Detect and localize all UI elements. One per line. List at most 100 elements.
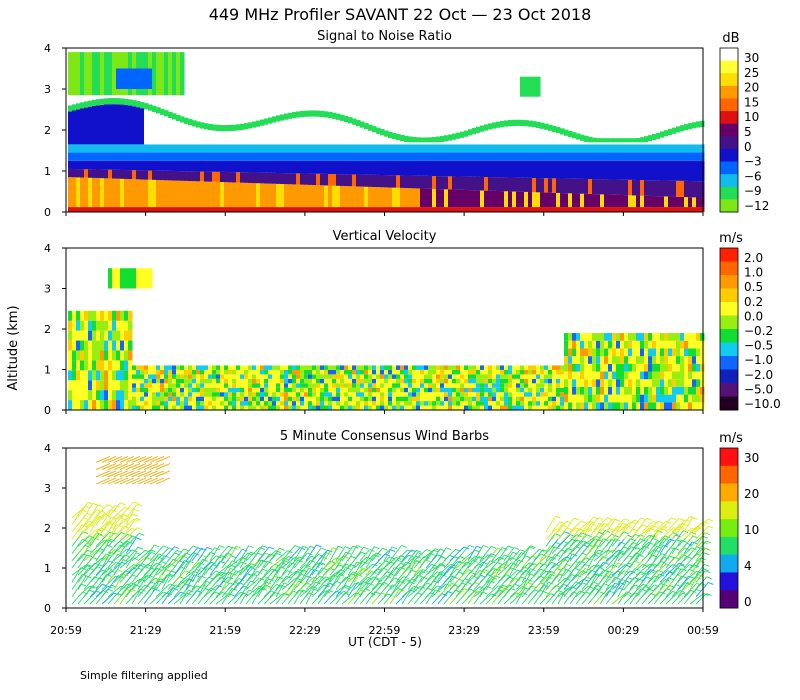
snr-cell (72, 144, 77, 153)
snr-cell (248, 152, 253, 161)
x-tick-label: 00:59 (687, 624, 719, 637)
snr-cell (576, 139, 581, 145)
wind-barb-flag (653, 563, 659, 567)
snr-cell (684, 144, 689, 153)
wind-barb (101, 463, 117, 471)
wind-barb (551, 584, 565, 598)
vv-cell (636, 386, 641, 395)
vv-cell (148, 268, 153, 289)
wind-barb-flag (646, 517, 652, 521)
wind-barb (77, 564, 89, 576)
snr-cell (532, 207, 537, 212)
vv-cell (80, 340, 85, 351)
snr-y-tick-label: 3 (44, 83, 51, 96)
wind-barb (383, 584, 393, 598)
vv-cell (508, 374, 513, 379)
wind-barb (209, 545, 220, 562)
snr-cell (516, 191, 521, 208)
wind-barb (407, 550, 417, 562)
snr-cell (408, 144, 413, 153)
snr-cell (564, 135, 569, 145)
snr-cell (500, 207, 505, 212)
wind-barb (71, 583, 82, 598)
wind-barb (599, 549, 613, 562)
vv-cell (688, 402, 693, 410)
vv-cell (436, 405, 441, 410)
vv-cell (624, 402, 629, 410)
wind-barb (71, 553, 83, 569)
snr-cell (364, 152, 369, 161)
vv-cell (560, 396, 565, 402)
wind-barb-flag (550, 593, 556, 596)
wind-barb (401, 570, 413, 583)
vv-cell (280, 378, 285, 384)
snr-cell (396, 207, 401, 212)
wind-barb (239, 580, 251, 598)
snr-cell (524, 144, 529, 153)
snr-cell (92, 169, 97, 178)
snr-cell (244, 160, 249, 173)
vv-cell (124, 340, 129, 351)
snr-cell (340, 114, 345, 121)
vv-cell (428, 378, 433, 384)
vv-cell (356, 365, 361, 370)
vv-cell (288, 392, 293, 397)
vv-cell (388, 383, 393, 388)
vv-cell (448, 383, 453, 388)
wind-barb (407, 552, 419, 569)
vv-cell (232, 405, 237, 410)
vv-cell (692, 356, 697, 364)
snr-cell (588, 193, 593, 208)
vv-cell (252, 405, 257, 410)
snr-cell (624, 160, 629, 180)
snr-cell (276, 207, 281, 212)
wind-barb (683, 570, 697, 583)
vv-cell (172, 396, 177, 402)
snr-cell (684, 152, 689, 161)
vv-cell (580, 333, 585, 341)
wind-barb-flag (184, 560, 190, 563)
vv-cell (448, 405, 453, 410)
vv-cell (420, 396, 425, 402)
snr-cell (80, 207, 85, 212)
wind-barb (653, 538, 665, 554)
vv-cell (316, 369, 321, 375)
wind-barb-flag (476, 545, 482, 549)
wind-barb (275, 575, 287, 590)
snr-cell (72, 110, 77, 145)
snr-cell (532, 177, 537, 193)
snr-cell (672, 127, 677, 134)
vv-cell (184, 401, 189, 406)
vv-cell (108, 310, 113, 321)
vv-cell (388, 392, 393, 397)
wind-barb (509, 559, 519, 576)
snr-cell (616, 138, 621, 143)
wind-barb (143, 463, 159, 471)
snr-cell (524, 120, 529, 127)
wind-barb (347, 568, 363, 583)
wind-barb (485, 547, 499, 562)
wind-barb (299, 568, 310, 583)
wind-barb (503, 547, 515, 562)
wind-barb (137, 567, 153, 583)
vv-cell (200, 396, 205, 402)
snr-colorbar-label: 15 (744, 95, 759, 109)
snr-cell (444, 189, 449, 208)
vv-cell (92, 340, 97, 351)
wind-barb (617, 591, 627, 605)
wind-barb (413, 582, 428, 598)
vv-cell (168, 392, 173, 397)
wind-barb (641, 584, 655, 598)
snr-cell (616, 142, 621, 145)
vv-cell (316, 396, 321, 402)
snr-cell (432, 207, 437, 212)
snr-cell (76, 152, 81, 161)
vv-cell (112, 390, 117, 401)
vv-cell (428, 396, 433, 402)
snr-cell (528, 152, 533, 161)
snr-cell (452, 160, 457, 177)
vv-cell (524, 392, 529, 397)
wind-barb-flag (387, 584, 394, 588)
vv-cell (120, 370, 125, 381)
vv-cell (144, 378, 149, 384)
